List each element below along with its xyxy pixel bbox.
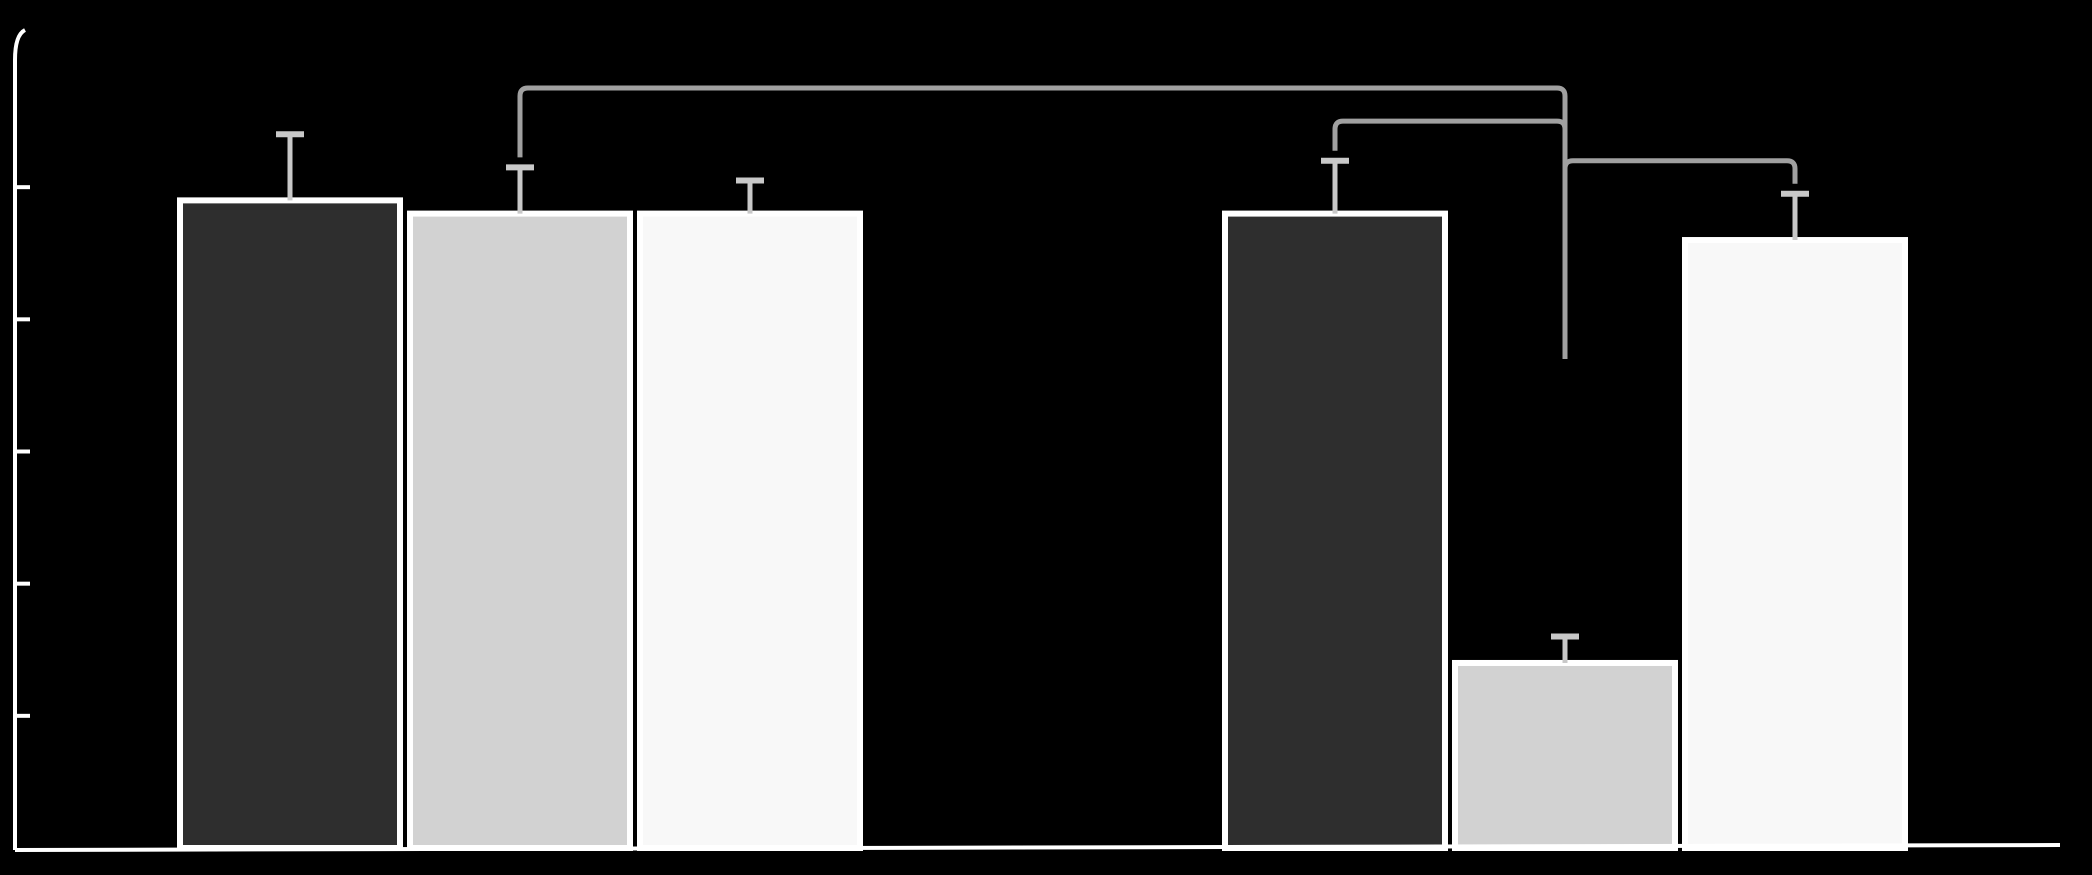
axes-layer bbox=[13, 28, 2061, 852]
error-bar-g1-s3 bbox=[736, 177, 764, 214]
error-bar-g1-s2 bbox=[506, 164, 534, 214]
x-axis bbox=[14, 843, 2061, 852]
y-axis bbox=[13, 28, 27, 850]
significance-bracket-3 bbox=[1562, 158, 1798, 359]
error-bar-g2-s3 bbox=[1781, 190, 1809, 241]
bar-g2-s3 bbox=[1682, 237, 1908, 852]
bar-g1-s2 bbox=[407, 210, 633, 852]
significance-bracket-2 bbox=[1332, 118, 1568, 359]
error-bar-g2-s1 bbox=[1321, 157, 1349, 214]
bar-g2-s2 bbox=[1452, 659, 1678, 852]
error-bars-layer bbox=[276, 131, 1809, 663]
bar-g2-s1 bbox=[1222, 210, 1448, 852]
error-bar-g1-s1 bbox=[276, 131, 304, 201]
significance-brackets-layer bbox=[517, 85, 1798, 359]
error-bar-g2-s2 bbox=[1551, 633, 1579, 663]
bars-layer bbox=[177, 197, 1908, 852]
bar-g1-s1 bbox=[177, 197, 403, 851]
significance-bracket-1 bbox=[517, 85, 1568, 359]
bar-g1-s3 bbox=[637, 210, 863, 852]
y-ticks-layer bbox=[15, 185, 30, 718]
